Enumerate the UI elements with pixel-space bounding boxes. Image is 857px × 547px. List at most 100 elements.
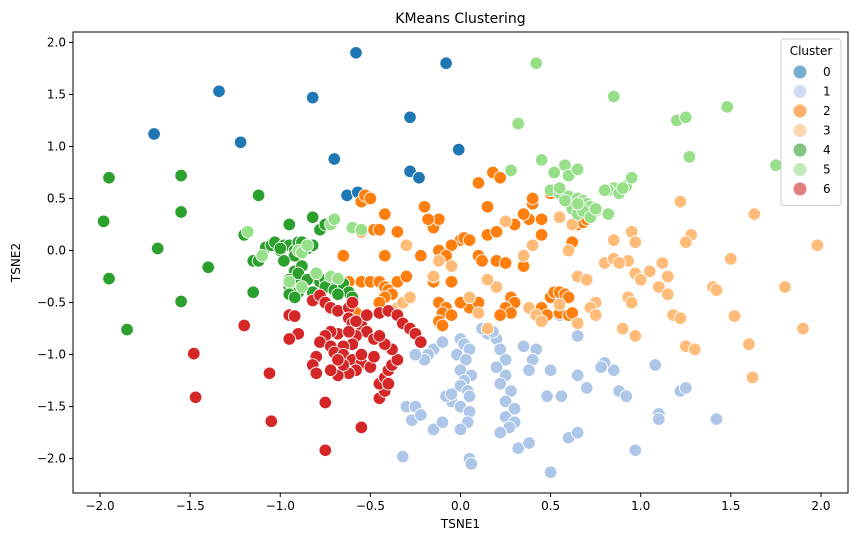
data-point-cluster-2 [525, 191, 540, 206]
data-point-cluster-4 [201, 260, 215, 274]
data-point-cluster-1 [459, 353, 473, 367]
data-point-cluster-3 [444, 259, 459, 273]
data-point-cluster-4 [96, 214, 111, 229]
data-point-cluster-4 [246, 285, 260, 299]
data-point-cluster-4 [305, 210, 320, 224]
data-point-cluster-5 [588, 202, 603, 216]
data-point-cluster-5 [241, 225, 255, 239]
data-point-cluster-5 [552, 181, 567, 195]
data-point-cluster-3 [661, 287, 675, 301]
data-point-cluster-5 [682, 150, 697, 164]
legend-label-4: 4 [823, 143, 831, 157]
data-point-cluster-1 [396, 449, 410, 464]
data-point-cluster-3 [534, 314, 549, 329]
x-tick-label: 2.0 [811, 499, 830, 513]
data-point-cluster-6 [372, 329, 387, 343]
data-point-cluster-1 [493, 425, 507, 440]
data-point-cluster-3 [612, 256, 626, 270]
data-point-cluster-4 [174, 294, 188, 309]
data-point-cluster-2 [498, 256, 513, 270]
data-point-cluster-2 [444, 238, 459, 253]
data-point-cluster-1 [462, 389, 477, 403]
data-point-cluster-4 [251, 188, 266, 203]
data-point-cluster-5 [720, 100, 734, 114]
x-tick-label: −1.0 [266, 499, 295, 513]
data-point-cluster-6 [360, 308, 374, 322]
data-point-cluster-2 [480, 200, 495, 214]
data-point-cluster-2 [561, 290, 576, 305]
data-point-cluster-4 [120, 322, 134, 337]
data-point-cluster-1 [570, 368, 585, 383]
data-point-cluster-4 [287, 290, 302, 305]
legend-label-3: 3 [823, 124, 831, 138]
data-point-cluster-6 [381, 376, 396, 391]
data-point-cluster-1 [648, 358, 662, 372]
data-point-cluster-5 [511, 116, 525, 131]
data-point-cluster-1 [540, 389, 554, 403]
data-point-cluster-2 [414, 248, 428, 263]
data-point-cluster-2 [493, 170, 507, 185]
data-point-cluster-6 [237, 318, 251, 333]
x-tick-label: −2.0 [85, 499, 114, 513]
data-point-cluster-5 [300, 238, 315, 253]
data-point-cluster-3 [606, 233, 621, 247]
data-point-cluster-3 [525, 238, 540, 253]
data-point-cluster-2 [534, 212, 549, 227]
legend-label-2: 2 [823, 104, 831, 118]
data-point-cluster-3 [489, 280, 504, 294]
y-tick-label: −1.5 [37, 400, 66, 414]
x-tick-label: 0.5 [541, 499, 560, 513]
data-point-cluster-3 [688, 342, 702, 357]
data-point-cluster-5 [570, 196, 585, 211]
data-point-cluster-2 [378, 207, 392, 221]
data-point-cluster-4 [102, 271, 116, 286]
data-point-cluster-2 [378, 248, 392, 263]
data-point-cluster-2 [390, 225, 405, 239]
data-point-cluster-1 [444, 387, 459, 401]
y-axis-label: TSNE2 [9, 243, 23, 283]
data-point-cluster-5 [255, 248, 269, 263]
data-point-cluster-2 [516, 207, 531, 221]
data-point-cluster-4 [282, 217, 297, 232]
data-point-cluster-2 [417, 200, 432, 214]
legend-label-6: 6 [823, 182, 831, 196]
data-point-cluster-3 [561, 243, 576, 258]
data-point-cluster-3 [727, 309, 742, 323]
data-point-cluster-6 [342, 324, 356, 339]
points-layer [96, 46, 825, 479]
data-point-cluster-1 [652, 412, 666, 426]
data-point-cluster-5 [601, 207, 616, 221]
chart-title: KMeans Clustering [395, 11, 525, 27]
data-point-cluster-3 [810, 238, 825, 253]
data-point-cluster-3 [399, 238, 414, 253]
x-tick-label: −0.5 [356, 499, 385, 513]
data-point-cluster-1 [570, 329, 585, 343]
x-tick-label: 0.0 [451, 499, 470, 513]
legend-marker-0 [793, 65, 807, 79]
data-point-cluster-3 [742, 337, 756, 351]
data-point-cluster-4 [174, 168, 188, 183]
data-point-cluster-0 [451, 142, 466, 157]
data-point-cluster-5 [624, 170, 639, 185]
legend-title: Cluster [790, 44, 833, 58]
data-point-cluster-2 [462, 233, 477, 247]
data-point-cluster-0 [233, 135, 248, 150]
data-point-cluster-1 [507, 401, 522, 416]
data-point-cluster-2 [399, 269, 414, 284]
data-point-cluster-6 [188, 390, 203, 405]
data-point-cluster-3 [709, 283, 724, 297]
data-point-cluster-3 [432, 254, 446, 268]
legend-box [780, 38, 842, 206]
x-axis-label: TSNE1 [440, 517, 480, 531]
data-point-cluster-2 [565, 306, 579, 320]
data-point-cluster-6 [331, 353, 345, 367]
data-point-cluster-5 [282, 275, 297, 289]
data-point-cluster-1 [554, 389, 569, 403]
data-point-cluster-3 [570, 316, 585, 331]
data-point-cluster-3 [498, 214, 513, 229]
data-point-cluster-0 [305, 90, 320, 105]
data-point-cluster-0 [147, 127, 161, 141]
data-point-cluster-5 [606, 89, 621, 104]
data-point-cluster-2 [493, 308, 507, 322]
